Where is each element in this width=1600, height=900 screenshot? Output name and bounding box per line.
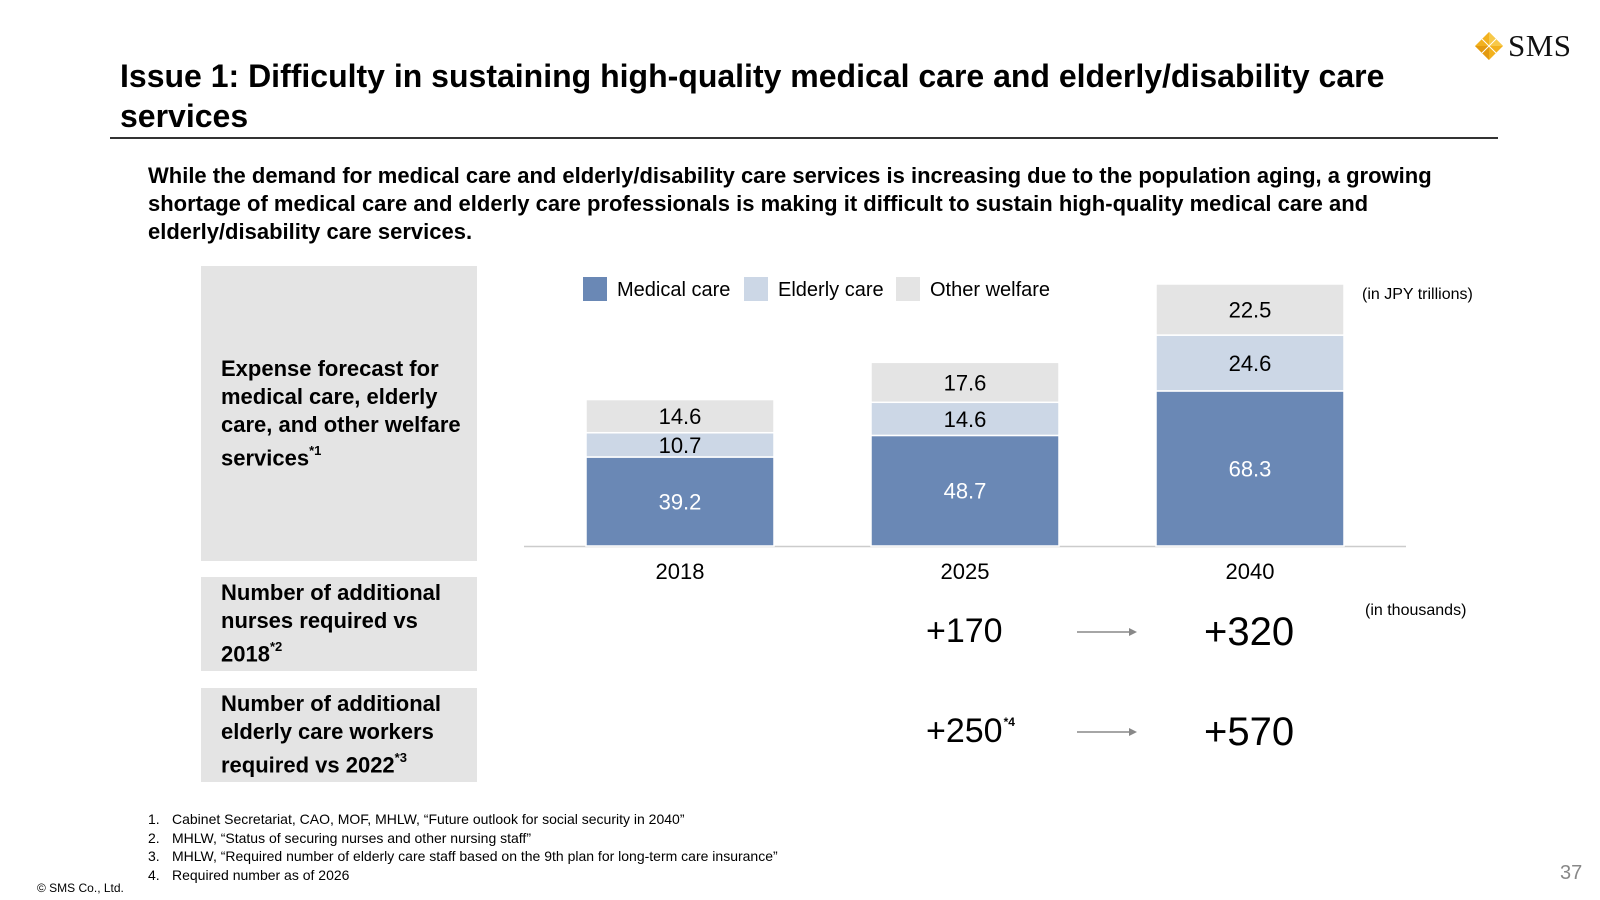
legend-swatch	[744, 277, 768, 301]
page-title: Issue 1: Difficulty in sustaining high-q…	[120, 58, 1385, 134]
footnote-number: 2.	[148, 829, 160, 846]
arrow-right-icon	[1077, 628, 1137, 636]
copyright: © SMS Co., Ltd.	[37, 881, 124, 895]
footnote-text: Required number as of 2026	[172, 866, 350, 883]
bar-elderly-care-2025	[870, 401, 1060, 437]
arrow-right-icon	[1077, 728, 1137, 736]
data-label: 10.7	[659, 433, 702, 458]
footnote-text: MHLW, “Required number of elderly care s…	[172, 848, 778, 864]
footnote-item: 3. MHLW, “Required number of elderly care…	[148, 847, 778, 866]
footnote-ref-1: *1	[309, 442, 322, 458]
diamond-logo-icon	[1475, 32, 1503, 60]
data-label: 14.6	[944, 407, 987, 432]
legend-swatch	[583, 277, 607, 301]
data-label: 17.6	[944, 370, 987, 395]
care-workers-2025-value: +250*4	[926, 712, 1015, 751]
legend-label: Elderly care	[778, 279, 884, 301]
care-workers-required-label: Number of additional elderly care worker…	[201, 688, 477, 782]
bar-medical-care-2018	[585, 456, 775, 547]
x-tick-label: 2018	[656, 559, 705, 584]
data-label: 48.7	[944, 479, 987, 504]
logo-text: SMS	[1508, 28, 1572, 63]
expense-label-text: Expense forecast for medical care, elder…	[221, 355, 461, 471]
footnote-ref-4: *4	[1003, 714, 1015, 729]
care-workers-2025-number: +250	[926, 712, 1003, 750]
nurses-2040-value: +320	[1204, 610, 1295, 654]
nurses-required-label: Number of additional nurses required vs …	[201, 577, 477, 671]
footnote-item: 4. Required number as of 2026	[148, 866, 778, 885]
footnote-number: 1.	[148, 811, 160, 827]
footnote-item: 2. MHLW, “Status of securing nurses and o…	[148, 829, 778, 848]
expense-forecast-label: Expense forecast for medical care, elder…	[201, 266, 477, 561]
x-tick-label: 2040	[1226, 559, 1275, 584]
care-workers-label-text: Number of additional elderly care worker…	[221, 691, 441, 778]
footnote-ref-2: *2	[269, 639, 283, 655]
title-divider	[110, 137, 1498, 139]
data-label: 39.2	[659, 490, 702, 515]
bar-medical-care-2025	[870, 434, 1060, 547]
bar-other-welfare-2025	[870, 361, 1060, 404]
legend-swatch	[896, 277, 920, 301]
bar-elderly-care-2040	[1155, 334, 1345, 392]
care-workers-2040-value: +570	[1204, 710, 1295, 754]
x-tick-label: 2025	[941, 559, 990, 584]
footnote-number: 3.	[148, 848, 160, 864]
legend-label: Medical care	[617, 279, 730, 301]
data-label: 14.6	[659, 404, 702, 429]
legend-label: Other welfare	[930, 279, 1050, 301]
footnote-number: 4.	[148, 866, 160, 883]
lead-text: While the demand for medical care and el…	[148, 163, 1432, 244]
footnotes: 1. Cabinet Secretariat, CAO, MOF, MHLW, “…	[148, 810, 778, 884]
company-logo: SMS	[1474, 28, 1572, 64]
page-number: 37	[1560, 862, 1583, 884]
bar-other-welfare-2040	[1155, 283, 1345, 336]
data-label: 22.5	[1229, 298, 1272, 323]
footnote-text: Cabinet Secretariat, CAO, MOF, MHLW, “Fu…	[172, 811, 685, 827]
data-label: 68.3	[1229, 456, 1272, 481]
bar-other-welfare-2018	[585, 398, 775, 434]
footnote-text: MHLW, “Status of securing nurses and oth…	[172, 829, 531, 846]
nurses-2025-value: +170	[926, 612, 1003, 650]
bar-elderly-care-2018	[585, 431, 775, 458]
nurses-label-text: Number of additional nurses required vs …	[221, 580, 441, 667]
footnote-ref-3: *3	[394, 750, 407, 766]
unit-label-thousands: (in thousands)	[1365, 602, 1467, 619]
bar-medical-care-2040	[1155, 390, 1345, 547]
data-label: 24.6	[1229, 351, 1272, 376]
footnote-item: 1. Cabinet Secretariat, CAO, MOF, MHLW, “…	[148, 810, 778, 829]
unit-label-jpy-trillions: (in JPY trillions)	[1362, 286, 1473, 303]
